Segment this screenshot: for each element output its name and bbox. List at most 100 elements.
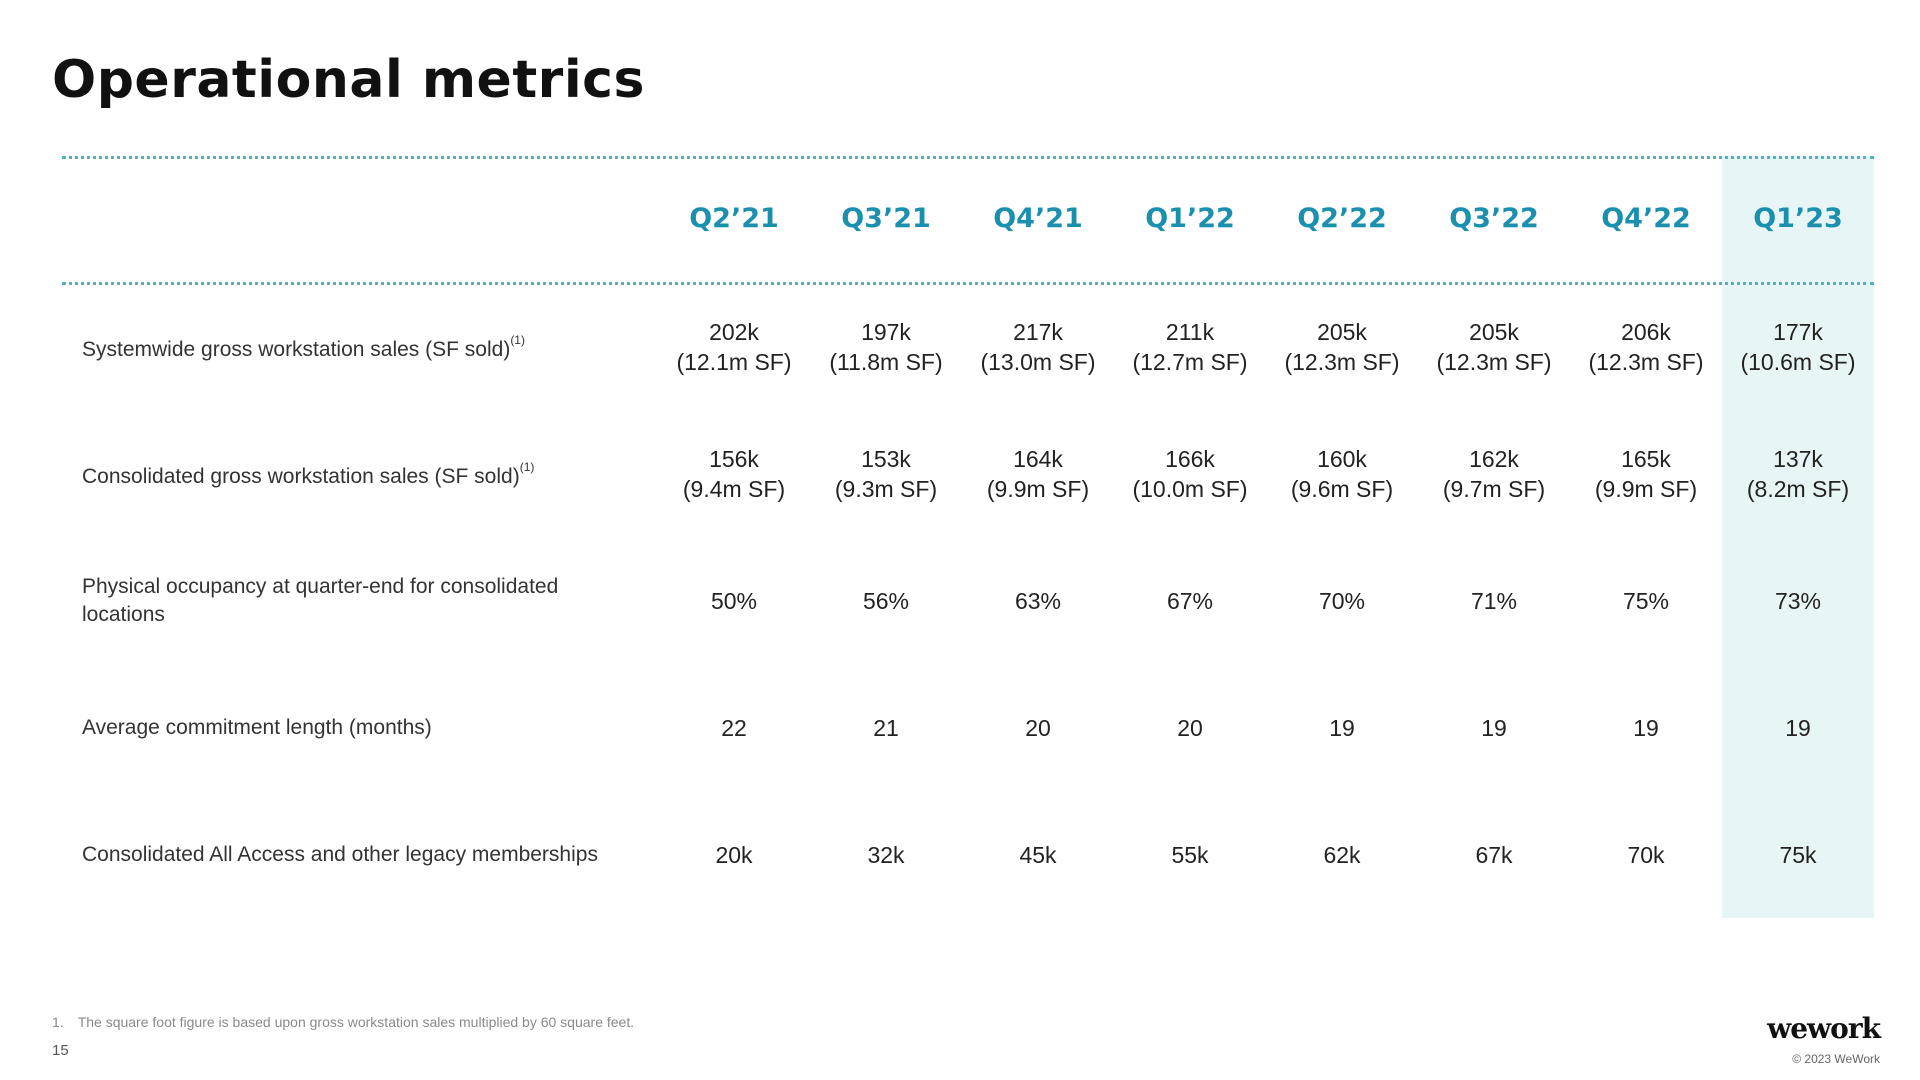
cell-r1-c2: 164k (9.9m SF) — [962, 411, 1114, 537]
cell-value: 197k — [861, 319, 911, 345]
top-divider — [62, 156, 1874, 159]
cell-r2-c2: 63% — [962, 538, 1114, 664]
cell-subvalue: (12.3m SF) — [1436, 349, 1552, 375]
footnote-ref: (1) — [510, 333, 525, 347]
row-label-main: Systemwide gross workstation sales (SF s… — [82, 338, 511, 361]
footnote-ref: (1) — [519, 460, 535, 474]
column-header-4: Q2’22 — [1297, 203, 1387, 234]
cell-r2-c7: 73% — [1722, 538, 1874, 664]
cell-r4-c3: 55k — [1114, 792, 1266, 918]
cell-value: 50% — [710, 588, 758, 614]
cell-r1-c1: 153k (9.3m SF) — [810, 411, 962, 537]
row-label-text: Consolidated gross workstation sales (SF… — [82, 457, 534, 491]
row-label-main: Consolidated All Access and other legacy… — [82, 843, 598, 866]
cell-r3-c0: 22 — [658, 665, 810, 791]
cell-r0-c5: 205k (12.3m SF) — [1418, 284, 1570, 410]
cell-value: 153k — [861, 446, 911, 472]
cell-r1-c3: 166k (10.0m SF) — [1114, 411, 1266, 537]
cell-r3-c3: 20 — [1114, 665, 1266, 791]
cell-value: 71% — [1470, 588, 1518, 614]
row-label-text: Physical occupancy at quarter-end for co… — [82, 573, 622, 629]
cell-subvalue: (9.4m SF) — [682, 476, 786, 502]
row-label-main: Physical occupancy at quarter-end for co… — [82, 575, 559, 626]
column-header-3: Q1’22 — [1145, 203, 1235, 234]
cell-subvalue: (12.7m SF) — [1132, 349, 1248, 375]
column-header-5: Q3’22 — [1449, 203, 1539, 234]
cell-subvalue: (10.6m SF) — [1740, 349, 1856, 375]
cell-r3-c4: 19 — [1266, 665, 1418, 791]
cell-value: 70k — [1627, 842, 1665, 868]
cell-value: 67k — [1475, 842, 1513, 868]
cell-r0-c4: 205k (12.3m SF) — [1266, 284, 1418, 410]
cell-r4-c5: 67k — [1418, 792, 1570, 918]
cell-value: 75k — [1779, 842, 1817, 868]
copyright: © 2023 WeWork — [1792, 1052, 1880, 1066]
cell-subvalue: (9.9m SF) — [986, 476, 1090, 502]
cell-r2-c0: 50% — [658, 538, 810, 664]
cell-value: 217k — [1013, 319, 1063, 345]
cell-r1-c6: 165k (9.9m SF) — [1570, 411, 1722, 537]
cell-subvalue: (10.0m SF) — [1132, 476, 1248, 502]
footnote-number: 1. — [52, 1014, 64, 1030]
header-divider — [62, 282, 1874, 285]
row-label-text: Average commitment length (months) — [82, 714, 432, 742]
row-label-2: Physical occupancy at quarter-end for co… — [82, 538, 622, 664]
row-label-text: Systemwide gross workstation sales (SF s… — [82, 330, 525, 364]
footnote-text: The square foot figure is based upon gro… — [77, 1014, 635, 1030]
cell-value: 206k — [1621, 319, 1671, 345]
cell-r3-c1: 21 — [810, 665, 962, 791]
cell-value: 177k — [1773, 319, 1823, 345]
cell-value: 32k — [867, 842, 905, 868]
row-label-main: Consolidated gross workstation sales (SF… — [82, 465, 520, 488]
column-header-0: Q2’21 — [689, 203, 779, 234]
cell-value: 19 — [1785, 715, 1811, 741]
cell-r0-c3: 211k (12.7m SF) — [1114, 284, 1266, 410]
footnote: 1. The square foot figure is based upon g… — [52, 1014, 634, 1030]
cell-value: 160k — [1317, 446, 1367, 472]
cell-r2-c3: 67% — [1114, 538, 1266, 664]
cell-r4-c1: 32k — [810, 792, 962, 918]
cell-r1-c5: 162k (9.7m SF) — [1418, 411, 1570, 537]
column-header-6: Q4’22 — [1601, 203, 1691, 234]
metrics-table: Q2’21 Q3’21 Q4’21 Q1’22 Q2’22 Q3’22 Q4’22 Q1’23… — [62, 156, 1874, 918]
cell-r1-c0: 156k (9.4m SF) — [658, 411, 810, 537]
cell-r3-c5: 19 — [1418, 665, 1570, 791]
cell-value: 70% — [1318, 588, 1366, 614]
cell-r3-c7: 19 — [1722, 665, 1874, 791]
cell-value: 202k — [709, 319, 759, 345]
cell-value: 205k — [1317, 319, 1367, 345]
cell-subvalue: (13.0m SF) — [980, 349, 1096, 375]
wework-logo: wework — [1767, 1012, 1881, 1045]
cell-value: 156k — [709, 446, 759, 472]
page-title: Operational metrics — [52, 50, 645, 110]
page-number: 15 — [52, 1042, 69, 1059]
cell-r1-c4: 160k (9.6m SF) — [1266, 411, 1418, 537]
cell-r2-c4: 70% — [1266, 538, 1418, 664]
cell-r4-c4: 62k — [1266, 792, 1418, 918]
cell-r0-c0: 202k (12.1m SF) — [658, 284, 810, 410]
column-header-2: Q4’21 — [993, 203, 1083, 234]
cell-r0-c2: 217k (13.0m SF) — [962, 284, 1114, 410]
cell-value: 55k — [1171, 842, 1209, 868]
cell-value: 137k — [1773, 446, 1823, 472]
cell-value: 164k — [1013, 446, 1063, 472]
cell-value: 20k — [715, 842, 753, 868]
cell-value: 211k — [1165, 319, 1215, 345]
cell-subvalue: (12.3m SF) — [1284, 349, 1400, 375]
cell-subvalue: (9.9m SF) — [1594, 476, 1698, 502]
cell-value: 20 — [1025, 715, 1051, 741]
cell-r0-c6: 206k (12.3m SF) — [1570, 284, 1722, 410]
row-label-1: Consolidated gross workstation sales (SF… — [82, 411, 622, 537]
cell-r3-c6: 19 — [1570, 665, 1722, 791]
cell-r0-c7: 177k (10.6m SF) — [1722, 284, 1874, 410]
cell-value: 63% — [1014, 588, 1062, 614]
cell-value: 73% — [1774, 588, 1822, 614]
cell-subvalue: (9.7m SF) — [1442, 476, 1546, 502]
row-label-0: Systemwide gross workstation sales (SF s… — [82, 284, 622, 410]
cell-subvalue: (12.1m SF) — [676, 349, 792, 375]
row-label-4: Consolidated All Access and other legacy… — [82, 792, 622, 918]
cell-value: 165k — [1621, 446, 1671, 472]
cell-subvalue: (9.6m SF) — [1290, 476, 1394, 502]
cell-value: 75% — [1622, 588, 1670, 614]
cell-r4-c6: 70k — [1570, 792, 1722, 918]
